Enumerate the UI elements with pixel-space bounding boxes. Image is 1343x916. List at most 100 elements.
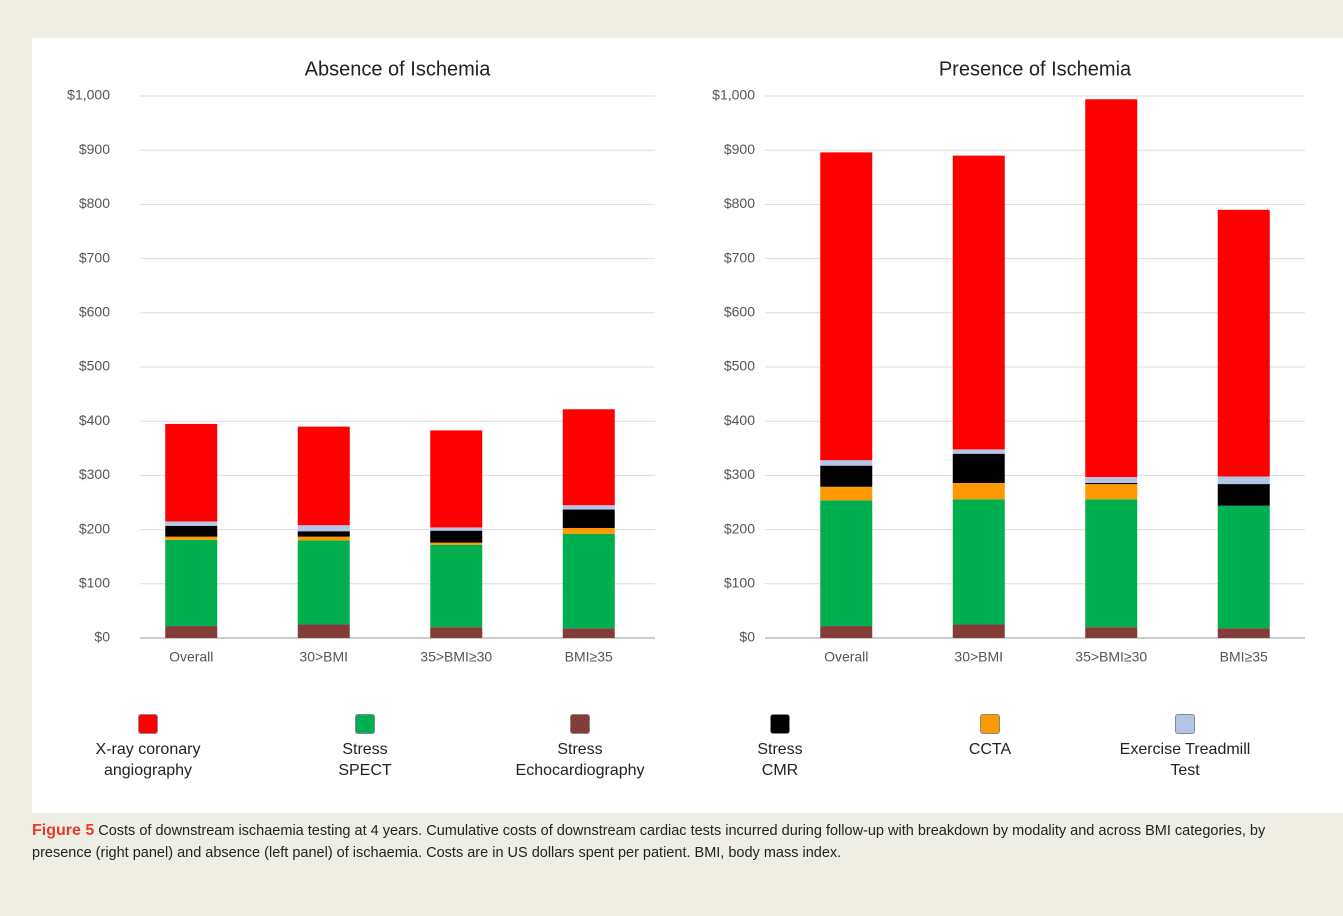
bar-segment	[562, 533, 615, 629]
y-tick-label: $700	[724, 249, 755, 265]
bar-segment	[820, 486, 873, 501]
x-tick-label: 35>BMI≥30	[1075, 649, 1147, 665]
legend-label: Stress SPECT	[338, 741, 392, 779]
legend-item: CCTA	[950, 714, 1030, 760]
bar-segment	[1217, 209, 1270, 477]
y-tick-label: $0	[94, 629, 110, 645]
bar-segment	[297, 536, 350, 541]
legend-swatch	[570, 714, 590, 734]
y-tick-label: $300	[79, 466, 110, 482]
y-tick-label: $1,000	[712, 87, 755, 103]
y-tick-label: $500	[724, 358, 755, 374]
y-tick-label: $700	[79, 249, 110, 265]
bar-segment	[562, 628, 615, 638]
bar-segment	[430, 430, 483, 528]
x-tick-label: BMI≥35	[1220, 649, 1268, 665]
legend-swatch	[1175, 714, 1195, 734]
y-tick-label: $300	[724, 466, 755, 482]
panel-title: Absence of Ischemia	[305, 58, 492, 80]
bar-segment	[820, 626, 873, 638]
x-tick-label: 30>BMI	[954, 649, 1003, 665]
y-tick-label: $900	[79, 141, 110, 157]
legend-item: Stress Echocardiography	[505, 714, 655, 781]
legend-swatch	[980, 714, 1000, 734]
bar-segment	[165, 536, 218, 540]
y-tick-label: $200	[79, 520, 110, 536]
bar-segment	[430, 530, 483, 543]
chart: Absence of Ischemia $0 $100 $200 $300 $400 $50…	[67, 58, 1305, 665]
bar-segment	[562, 409, 615, 506]
y-tick-label: $800	[79, 195, 110, 211]
bar-segment	[430, 527, 483, 531]
bar-segment	[297, 624, 350, 638]
y-tick-label: $100	[724, 575, 755, 591]
y-tick-label: $400	[724, 412, 755, 428]
bar-segment	[165, 423, 218, 522]
bar-segment	[562, 509, 615, 528]
legend-swatch	[770, 714, 790, 734]
y-tick-label: $600	[724, 304, 755, 320]
legend-item: Exercise Treadmill Test	[1105, 714, 1265, 781]
caption-text: Costs of downstream ischaemia testing at…	[32, 823, 1266, 861]
legend-label: Exercise Treadmill Test	[1119, 741, 1251, 779]
legend-label: X-ray coronary angiography	[95, 741, 201, 779]
bar-segment	[165, 626, 218, 638]
bar-segment	[165, 521, 218, 526]
y-tick-label: $800	[724, 195, 755, 211]
bar-segment	[820, 460, 873, 466]
bar-segment	[165, 539, 218, 627]
bar-segment	[1085, 482, 1138, 485]
bar-segment	[1085, 627, 1138, 638]
bar-segment	[820, 152, 873, 461]
legend-swatch	[138, 714, 158, 734]
y-tick-label: $400	[79, 412, 110, 428]
y-tick-label: $200	[724, 520, 755, 536]
bar-segment	[952, 453, 1005, 483]
bar-segment	[820, 500, 873, 627]
bar-segment	[297, 426, 350, 526]
x-tick-label: BMI≥35	[565, 649, 613, 665]
caption: Figure 5 Costs of downstream ischaemia te…	[32, 820, 1327, 864]
bar-segment	[1085, 499, 1138, 628]
y-tick-label: $900	[724, 141, 755, 157]
bar-segment	[430, 627, 483, 638]
x-tick-label: 30>BMI	[299, 649, 348, 665]
x-tick-label: Overall	[824, 649, 868, 665]
legend-item: Stress CMR	[750, 714, 810, 781]
y-tick-label: $600	[79, 304, 110, 320]
bar-segment	[562, 527, 615, 534]
legend-item: Stress SPECT	[335, 714, 395, 781]
bar-segment	[820, 465, 873, 487]
y-tick-label: $500	[79, 358, 110, 374]
bar-segment	[1085, 99, 1138, 478]
bar-segment	[952, 499, 1005, 625]
bar-segment	[1085, 477, 1138, 483]
x-tick-label: 35>BMI≥30	[420, 649, 492, 665]
bar-segment	[952, 624, 1005, 638]
legend-label: CCTA	[968, 741, 1012, 758]
bar-segment	[297, 531, 350, 537]
bar-segment	[297, 525, 350, 532]
y-tick-label: $100	[79, 575, 110, 591]
bar-segment	[562, 505, 615, 510]
bar-segment	[952, 482, 1005, 500]
bar-segment	[1217, 484, 1270, 506]
bar-segment	[430, 544, 483, 628]
bar-segment	[1217, 505, 1270, 629]
x-tick-label: Overall	[169, 649, 213, 665]
bar-segment	[430, 542, 483, 545]
panel-title: Presence of Ischemia	[939, 58, 1132, 80]
legend-label: Stress Echocardiography	[515, 741, 645, 779]
bar-segment	[952, 449, 1005, 454]
legend-item: X-ray coronary angiography	[73, 714, 223, 781]
bar-segment	[1217, 628, 1270, 638]
y-tick-label: $0	[739, 629, 755, 645]
bar-segment	[1085, 484, 1138, 500]
legend-label: Stress CMR	[757, 741, 803, 779]
legend-swatch	[355, 714, 375, 734]
caption-label: Figure 5	[32, 822, 95, 839]
y-tick-label: $1,000	[67, 87, 110, 103]
bar-segment	[297, 540, 350, 625]
bar-segment	[165, 525, 218, 537]
